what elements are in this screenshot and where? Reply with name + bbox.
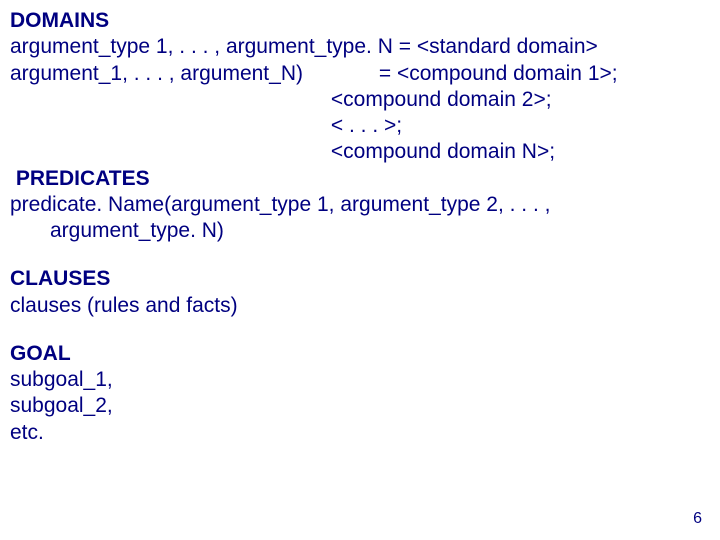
- domains-line-2: argument_1, . . . , argument_N) = <compo…: [10, 61, 710, 87]
- domains-line-5: <compound domain N>;: [10, 139, 710, 165]
- domains-line4-text: < . . . >;: [331, 114, 402, 137]
- goal-line-1: subgoal_1,: [10, 367, 710, 393]
- predicates-heading: PREDICATES: [10, 166, 710, 192]
- domains-line2-left: argument_1, . . . , argument_N): [10, 62, 303, 85]
- slide-content: DOMAINS argument_type 1, . . . , argumen…: [0, 0, 720, 446]
- spacer-2: [10, 319, 710, 341]
- domains-line5-text: <compound domain N>;: [331, 140, 555, 163]
- clauses-line-1: clauses (rules and facts): [10, 293, 710, 319]
- page-number: 6: [693, 510, 702, 528]
- domains-line2-mid: =: [303, 62, 397, 85]
- goal-line-2: subgoal_2,: [10, 393, 710, 419]
- domains-heading: DOMAINS: [10, 8, 710, 34]
- predicates-line-2: argument_type. N): [10, 218, 710, 244]
- domains-line-4: < . . . >;: [10, 113, 710, 139]
- domains-line1-right: <standard domain>: [417, 35, 598, 58]
- domains-line-1: argument_type 1, . . . , argument_type. …: [10, 34, 710, 60]
- goal-line-3: etc.: [10, 420, 710, 446]
- domains-line3-text: <compound domain 2>;: [331, 88, 552, 111]
- clauses-heading: CLAUSES: [10, 266, 710, 292]
- goal-heading: GOAL: [10, 341, 710, 367]
- spacer-1: [10, 244, 710, 266]
- domains-line-3: <compound domain 2>;: [10, 87, 710, 113]
- predicates-line-1: predicate. Name(argument_type 1, argumen…: [10, 192, 710, 218]
- domains-line1-left: argument_type 1, . . . , argument_type. …: [10, 35, 417, 58]
- domains-line2-right: <compound domain 1>;: [397, 62, 618, 85]
